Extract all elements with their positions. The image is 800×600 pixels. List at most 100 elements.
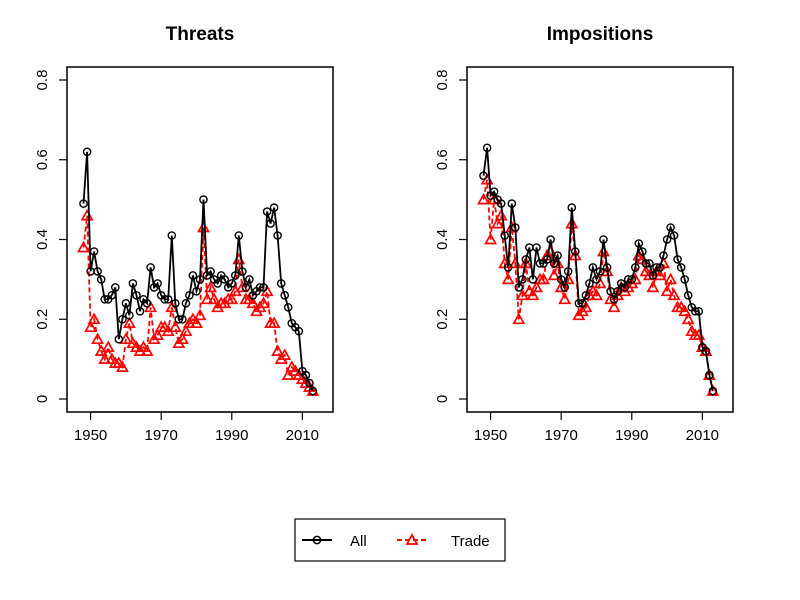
- impositions-all-point: [521, 255, 531, 264]
- impositions-trade-point: [590, 288, 603, 301]
- threats-trade-point: [271, 344, 285, 356]
- threats-panel: Threats 1950 1970 1990 2010 0 0.2 0.4 0.6 0.8: [34, 24, 334, 444]
- impositions-all-point: [496, 199, 506, 208]
- legend-entry-all: All: [302, 533, 367, 550]
- impositions-all-point: [549, 259, 559, 268]
- threats-all-point: [301, 370, 311, 380]
- impositions-ytick-label: 0: [434, 395, 451, 403]
- impositions-trade-point: [607, 300, 621, 313]
- threats-ytick-label: 0.2: [34, 309, 51, 330]
- impositions-all-point: [518, 275, 527, 284]
- threats-trade-point: [200, 292, 214, 305]
- impositions-all-point: [560, 283, 570, 292]
- impositions-all-point: [609, 294, 619, 304]
- threats-ytick-label: 0: [34, 395, 51, 403]
- impositions-all-point: [489, 187, 499, 196]
- impositions-all-point: [578, 298, 587, 308]
- threats-all-point: [174, 314, 184, 324]
- threats-trade-point: [84, 320, 98, 333]
- impositions-trade-point: [653, 268, 667, 281]
- threats-all-point: [188, 271, 198, 280]
- threats-all-point: [280, 290, 290, 300]
- impositions-trade-point: [526, 288, 540, 301]
- impositions-trade-series-line: [482, 179, 714, 392]
- threats-trade-point: [204, 280, 218, 293]
- impositions-trade-point: [477, 192, 490, 205]
- impositions-xtick-label: 1970: [544, 427, 577, 444]
- threats-trade-point: [140, 344, 154, 356]
- threats-all-point: [146, 263, 155, 272]
- threats-trade-point: [246, 296, 260, 309]
- impositions-all-point: [479, 171, 488, 180]
- threats-trade-point: [101, 340, 115, 353]
- threats-all-point: [185, 290, 194, 300]
- impositions-all-point: [708, 386, 718, 396]
- threats-xtick-label: 1970: [144, 427, 177, 444]
- threats-all-point: [118, 314, 127, 324]
- impositions-trade-point: [484, 232, 498, 245]
- impositions-all-point: [673, 255, 682, 264]
- impositions-all-point: [655, 263, 665, 272]
- impositions-all-point: [574, 298, 584, 308]
- impositions-trade-point: [494, 208, 508, 221]
- threats-xtick-label: 1950: [74, 427, 107, 444]
- threats-all-point: [160, 294, 169, 304]
- impositions-all-point: [581, 290, 591, 300]
- threats-all-point: [153, 279, 162, 288]
- threats-all-point: [255, 283, 265, 292]
- threats-axes: 1950 1970 1990 2010 0 0.2 0.4 0.6 0.8: [34, 70, 319, 444]
- impositions-all-point: [694, 306, 704, 316]
- threats-all-point: [170, 298, 180, 308]
- threats-all-point: [262, 207, 272, 216]
- threats-all-point: [79, 199, 88, 208]
- impositions-trade-point: [530, 280, 543, 293]
- threats-ytick-label: 0.4: [34, 229, 51, 250]
- threats-all-point: [178, 314, 187, 324]
- impositions-trade-point: [646, 280, 660, 293]
- impositions-trade-point: [505, 220, 519, 233]
- threats-all-point: [245, 275, 254, 284]
- threats-all-point: [107, 290, 117, 300]
- impositions-all-point: [592, 275, 601, 284]
- impositions-all-point: [563, 267, 573, 276]
- impositions-all-point: [676, 263, 686, 272]
- impositions-all-point: [669, 231, 679, 240]
- impositions-trade-point: [660, 284, 674, 297]
- threats-all-point: [142, 298, 152, 308]
- impositions-all-point: [507, 199, 517, 208]
- impositions-all-point: [585, 279, 594, 288]
- threats-trade-point: [98, 352, 112, 364]
- impositions-all-point: [602, 263, 612, 272]
- threats-all-point: [273, 231, 282, 240]
- impositions-all-point: [528, 275, 538, 284]
- impositions-panel: Impositions 1950 1970 1990 2010 0 0.2 0.4 0.6 0.…: [434, 24, 734, 444]
- threats-all-point: [220, 275, 229, 284]
- impositions-trade-point: [537, 272, 550, 285]
- threats-all-point: [241, 283, 251, 292]
- impositions-all-point: [631, 263, 640, 272]
- threats-all-point: [227, 279, 237, 288]
- threats-trade-point: [193, 308, 207, 321]
- impositions-all-point: [627, 275, 637, 284]
- impositions-all-point: [500, 231, 510, 240]
- legend: All Trade: [294, 518, 506, 562]
- threats-all-point: [167, 231, 177, 240]
- impositions-all-point: [680, 275, 690, 284]
- impositions-trade-point: [565, 216, 579, 229]
- impositions-ytick-label: 0.2: [434, 309, 451, 330]
- threats-all-point: [238, 267, 247, 276]
- impositions-all-point: [535, 259, 545, 268]
- impositions-all-point: [620, 283, 630, 292]
- threats-all-point: [305, 378, 314, 388]
- threats-trade-point: [87, 312, 101, 325]
- impositions-all-point: [683, 290, 693, 300]
- threats-ytick-label: 0.8: [34, 70, 51, 91]
- threats-all-point: [195, 275, 205, 284]
- threats-all-point: [128, 279, 138, 288]
- threats-all-point: [308, 386, 318, 396]
- impositions-xtick-label: 1990: [615, 427, 648, 444]
- impositions-plot-area: [477, 143, 720, 396]
- impositions-all-point: [705, 370, 714, 380]
- impositions-title: Impositions: [547, 24, 654, 45]
- impositions-ytick-label: 0.8: [434, 70, 451, 91]
